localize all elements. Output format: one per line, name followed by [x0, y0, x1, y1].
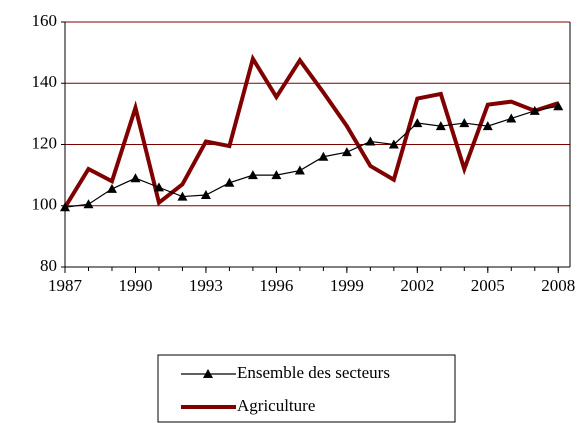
legend-marker: [203, 369, 213, 378]
data-point: [529, 105, 540, 115]
x-tick-label: 1993: [189, 276, 223, 295]
data-point: [435, 121, 446, 131]
y-tick-label: 120: [32, 133, 58, 152]
y-tick-label: 160: [32, 11, 58, 30]
data-point: [318, 151, 329, 161]
legend-label: Agriculture: [237, 396, 315, 415]
y-tick-label: 80: [40, 256, 57, 275]
data-point: [224, 177, 235, 187]
x-tick-label: 2005: [471, 276, 505, 295]
x-tick-label: 1999: [330, 276, 364, 295]
data-point: [247, 170, 258, 180]
legend-box: [157, 354, 456, 423]
data-point: [83, 199, 94, 209]
data-point: [506, 113, 517, 123]
series-line: [63, 53, 559, 209]
data-point: [388, 139, 399, 149]
data-point: [482, 121, 493, 131]
data-point: [553, 101, 564, 111]
data-point: [341, 147, 352, 157]
legend-label: Ensemble des secteurs: [237, 363, 390, 382]
data-point: [200, 190, 211, 200]
y-tick-label: 140: [32, 72, 58, 91]
x-tick-label: 2008: [541, 276, 575, 295]
data-point: [60, 202, 70, 212]
data-point: [153, 182, 164, 192]
data-point: [412, 118, 423, 128]
data-point: [130, 173, 141, 183]
data-point: [177, 191, 188, 201]
y-tick-label: 100: [32, 195, 58, 214]
data-point: [271, 170, 282, 180]
x-tick-label: 1987: [48, 276, 83, 295]
data-point: [294, 165, 305, 175]
x-tick-label: 1996: [259, 276, 293, 295]
x-tick-label: 1990: [118, 276, 152, 295]
data-point: [106, 183, 117, 193]
data-point: [365, 136, 376, 146]
data-point: [459, 118, 470, 128]
series-line: [64, 105, 559, 208]
x-tick-label: 2002: [400, 276, 434, 295]
